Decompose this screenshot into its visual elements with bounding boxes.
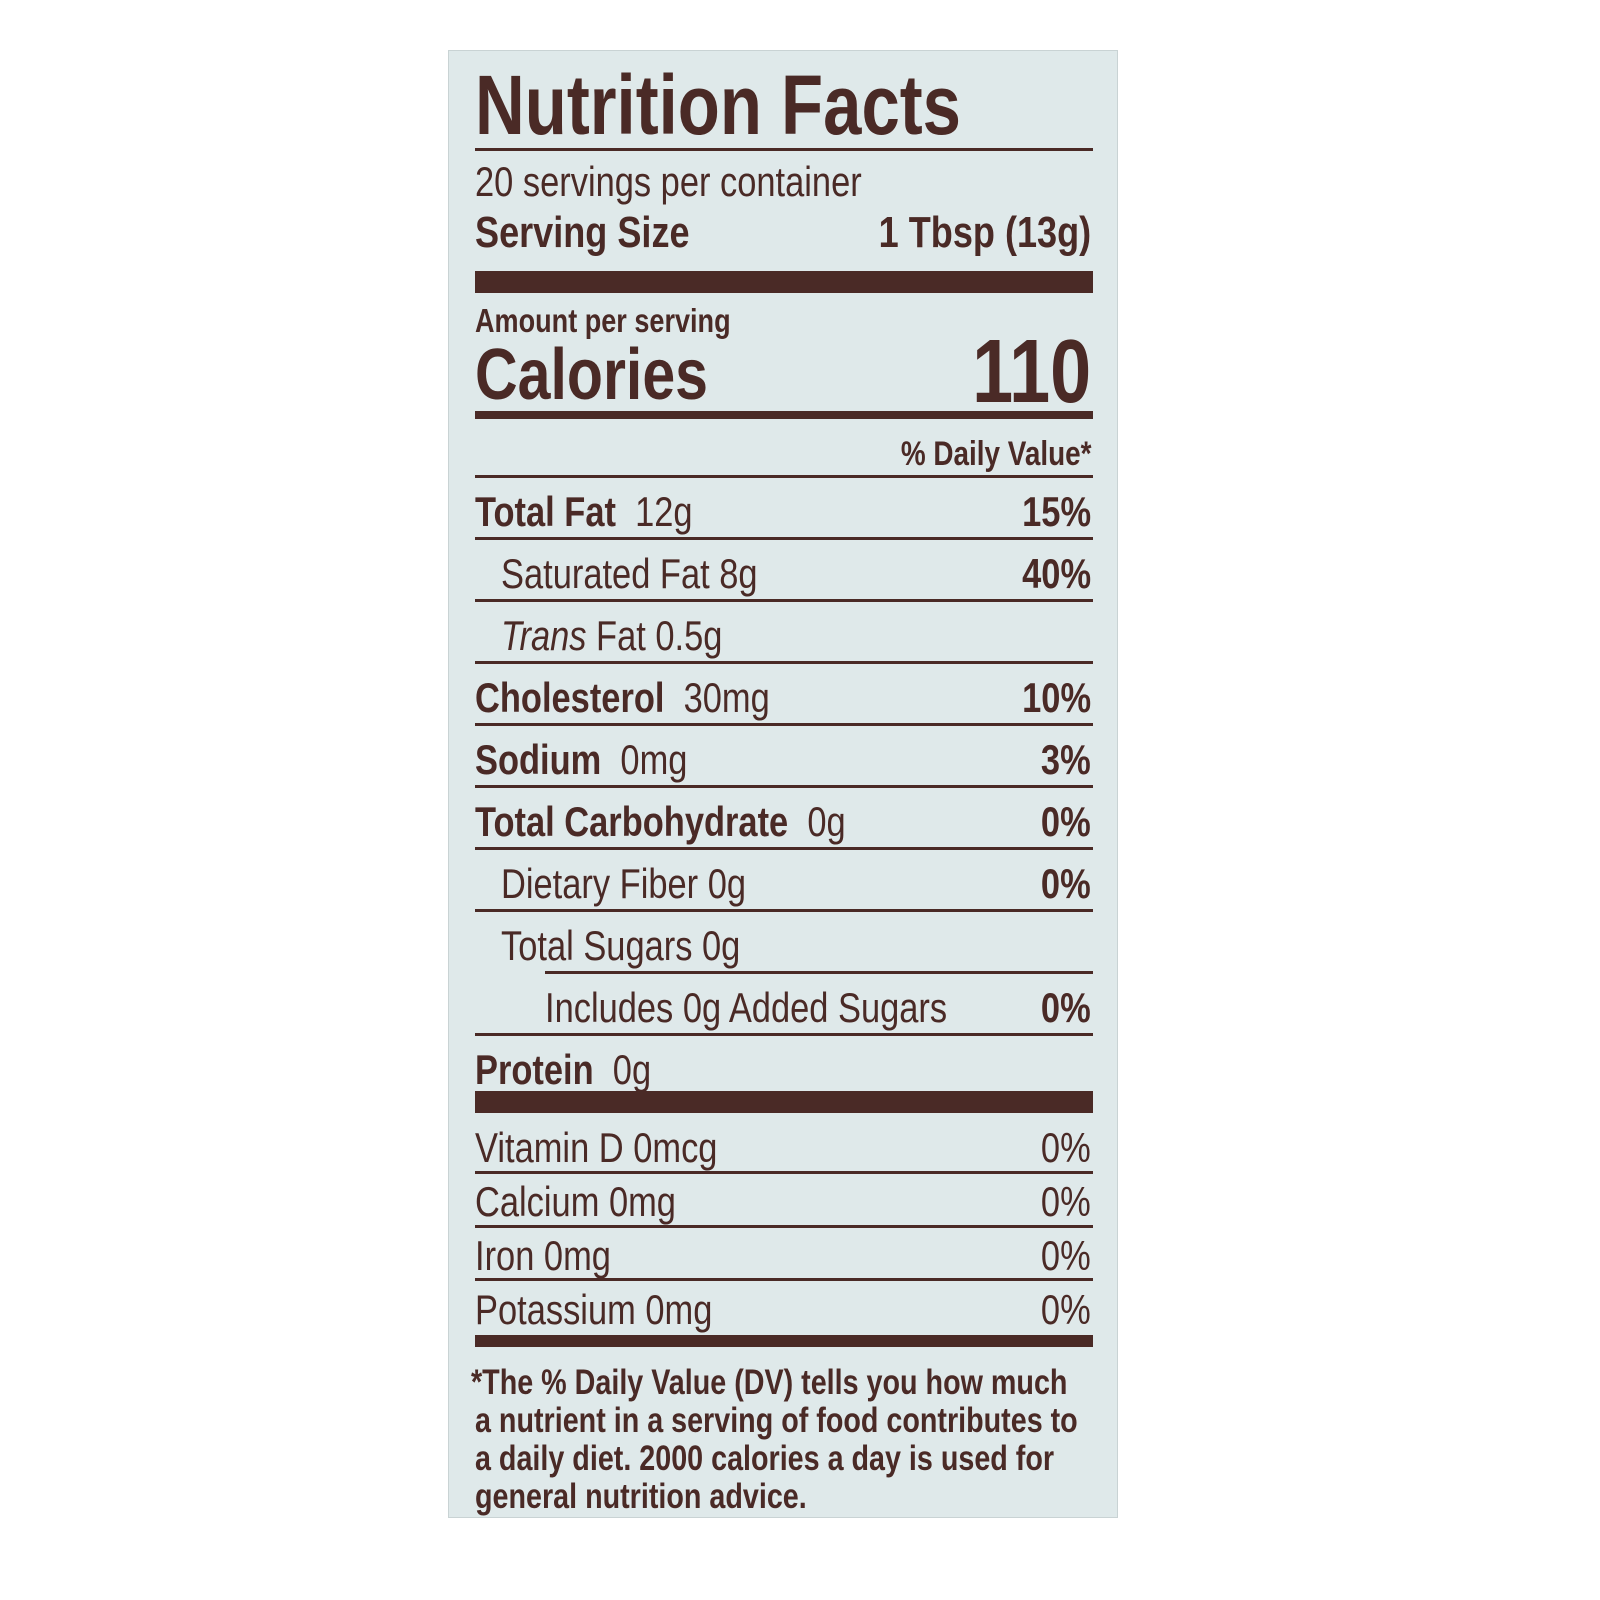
- serving-size-value: 1 Tbsp (13g): [878, 208, 1091, 257]
- footnote-line: a nutrient in a serving of food contribu…: [475, 1401, 1078, 1440]
- divider-thick: [475, 271, 1093, 293]
- nutrient-total-fat: Total Fat 12g: [475, 488, 693, 535]
- calories-value: 110: [971, 322, 1091, 422]
- dv-iron: 0%: [1041, 1232, 1091, 1279]
- dv-total-carbohydrate: 0%: [1041, 798, 1091, 845]
- serving-size-label: Serving Size: [475, 208, 690, 257]
- calcium: Calcium 0mg: [475, 1178, 676, 1225]
- divider: [475, 1033, 1093, 1036]
- dv-vitamin-d: 0%: [1041, 1124, 1091, 1171]
- nutrient-total-sugars: Total Sugars 0g: [501, 922, 741, 969]
- iron: Iron 0mg: [475, 1232, 611, 1279]
- divider: [475, 1225, 1093, 1228]
- nutrient-trans-fat: Trans Fat 0.5g: [501, 612, 723, 659]
- dv-potassium: 0%: [1041, 1286, 1091, 1333]
- dv-calcium: 0%: [1041, 1178, 1091, 1225]
- divider: [475, 661, 1093, 664]
- divider: [475, 475, 1093, 478]
- calories-label: Calories: [475, 335, 708, 415]
- nutrient-cholesterol: Cholesterol 30mg: [475, 674, 770, 721]
- footnote-line: *The % Daily Value (DV) tells you how mu…: [471, 1363, 1068, 1402]
- nutrition-facts-label: Nutrition Facts 20 servings per containe…: [448, 50, 1118, 1518]
- divider: [475, 599, 1093, 602]
- divider: [545, 971, 1093, 974]
- divider-medium: [475, 411, 1093, 419]
- vitamin-d: Vitamin D 0mcg: [475, 1124, 718, 1171]
- dv-added-sugars: 0%: [1041, 984, 1091, 1031]
- nutrient-saturated-fat: Saturated Fat 8g: [501, 550, 758, 597]
- divider: [475, 1278, 1093, 1281]
- daily-value-header: % Daily Value*: [900, 435, 1091, 473]
- divider: [475, 1171, 1093, 1174]
- dv-dietary-fiber: 0%: [1041, 860, 1091, 907]
- servings-per-container: 20 servings per container: [475, 158, 862, 205]
- potassium: Potassium 0mg: [475, 1286, 713, 1333]
- divider: [475, 785, 1093, 788]
- amount-per-serving: Amount per serving: [475, 302, 731, 339]
- dv-total-fat: 15%: [1022, 488, 1091, 535]
- divider: [475, 537, 1093, 540]
- divider-medium: [475, 1335, 1093, 1347]
- nutrient-total-carbohydrate: Total Carbohydrate 0g: [475, 798, 846, 845]
- divider: [475, 909, 1093, 912]
- divider: [475, 148, 1093, 151]
- divider: [475, 847, 1093, 850]
- nutrient-added-sugars: Includes 0g Added Sugars: [545, 984, 948, 1031]
- footnote-line: a daily diet. 2000 calories a day is use…: [475, 1439, 1055, 1478]
- nutrient-protein: Protein 0g: [475, 1046, 652, 1093]
- label-title: Nutrition Facts: [475, 58, 962, 152]
- footnote-line: general nutrition advice.: [475, 1477, 807, 1516]
- dv-sodium: 3%: [1041, 736, 1091, 783]
- divider-thick: [475, 1091, 1093, 1113]
- dv-cholesterol: 10%: [1022, 674, 1091, 721]
- nutrient-dietary-fiber: Dietary Fiber 0g: [501, 860, 747, 907]
- dv-saturated-fat: 40%: [1022, 550, 1091, 597]
- nutrient-sodium: Sodium 0mg: [475, 736, 688, 783]
- divider: [475, 723, 1093, 726]
